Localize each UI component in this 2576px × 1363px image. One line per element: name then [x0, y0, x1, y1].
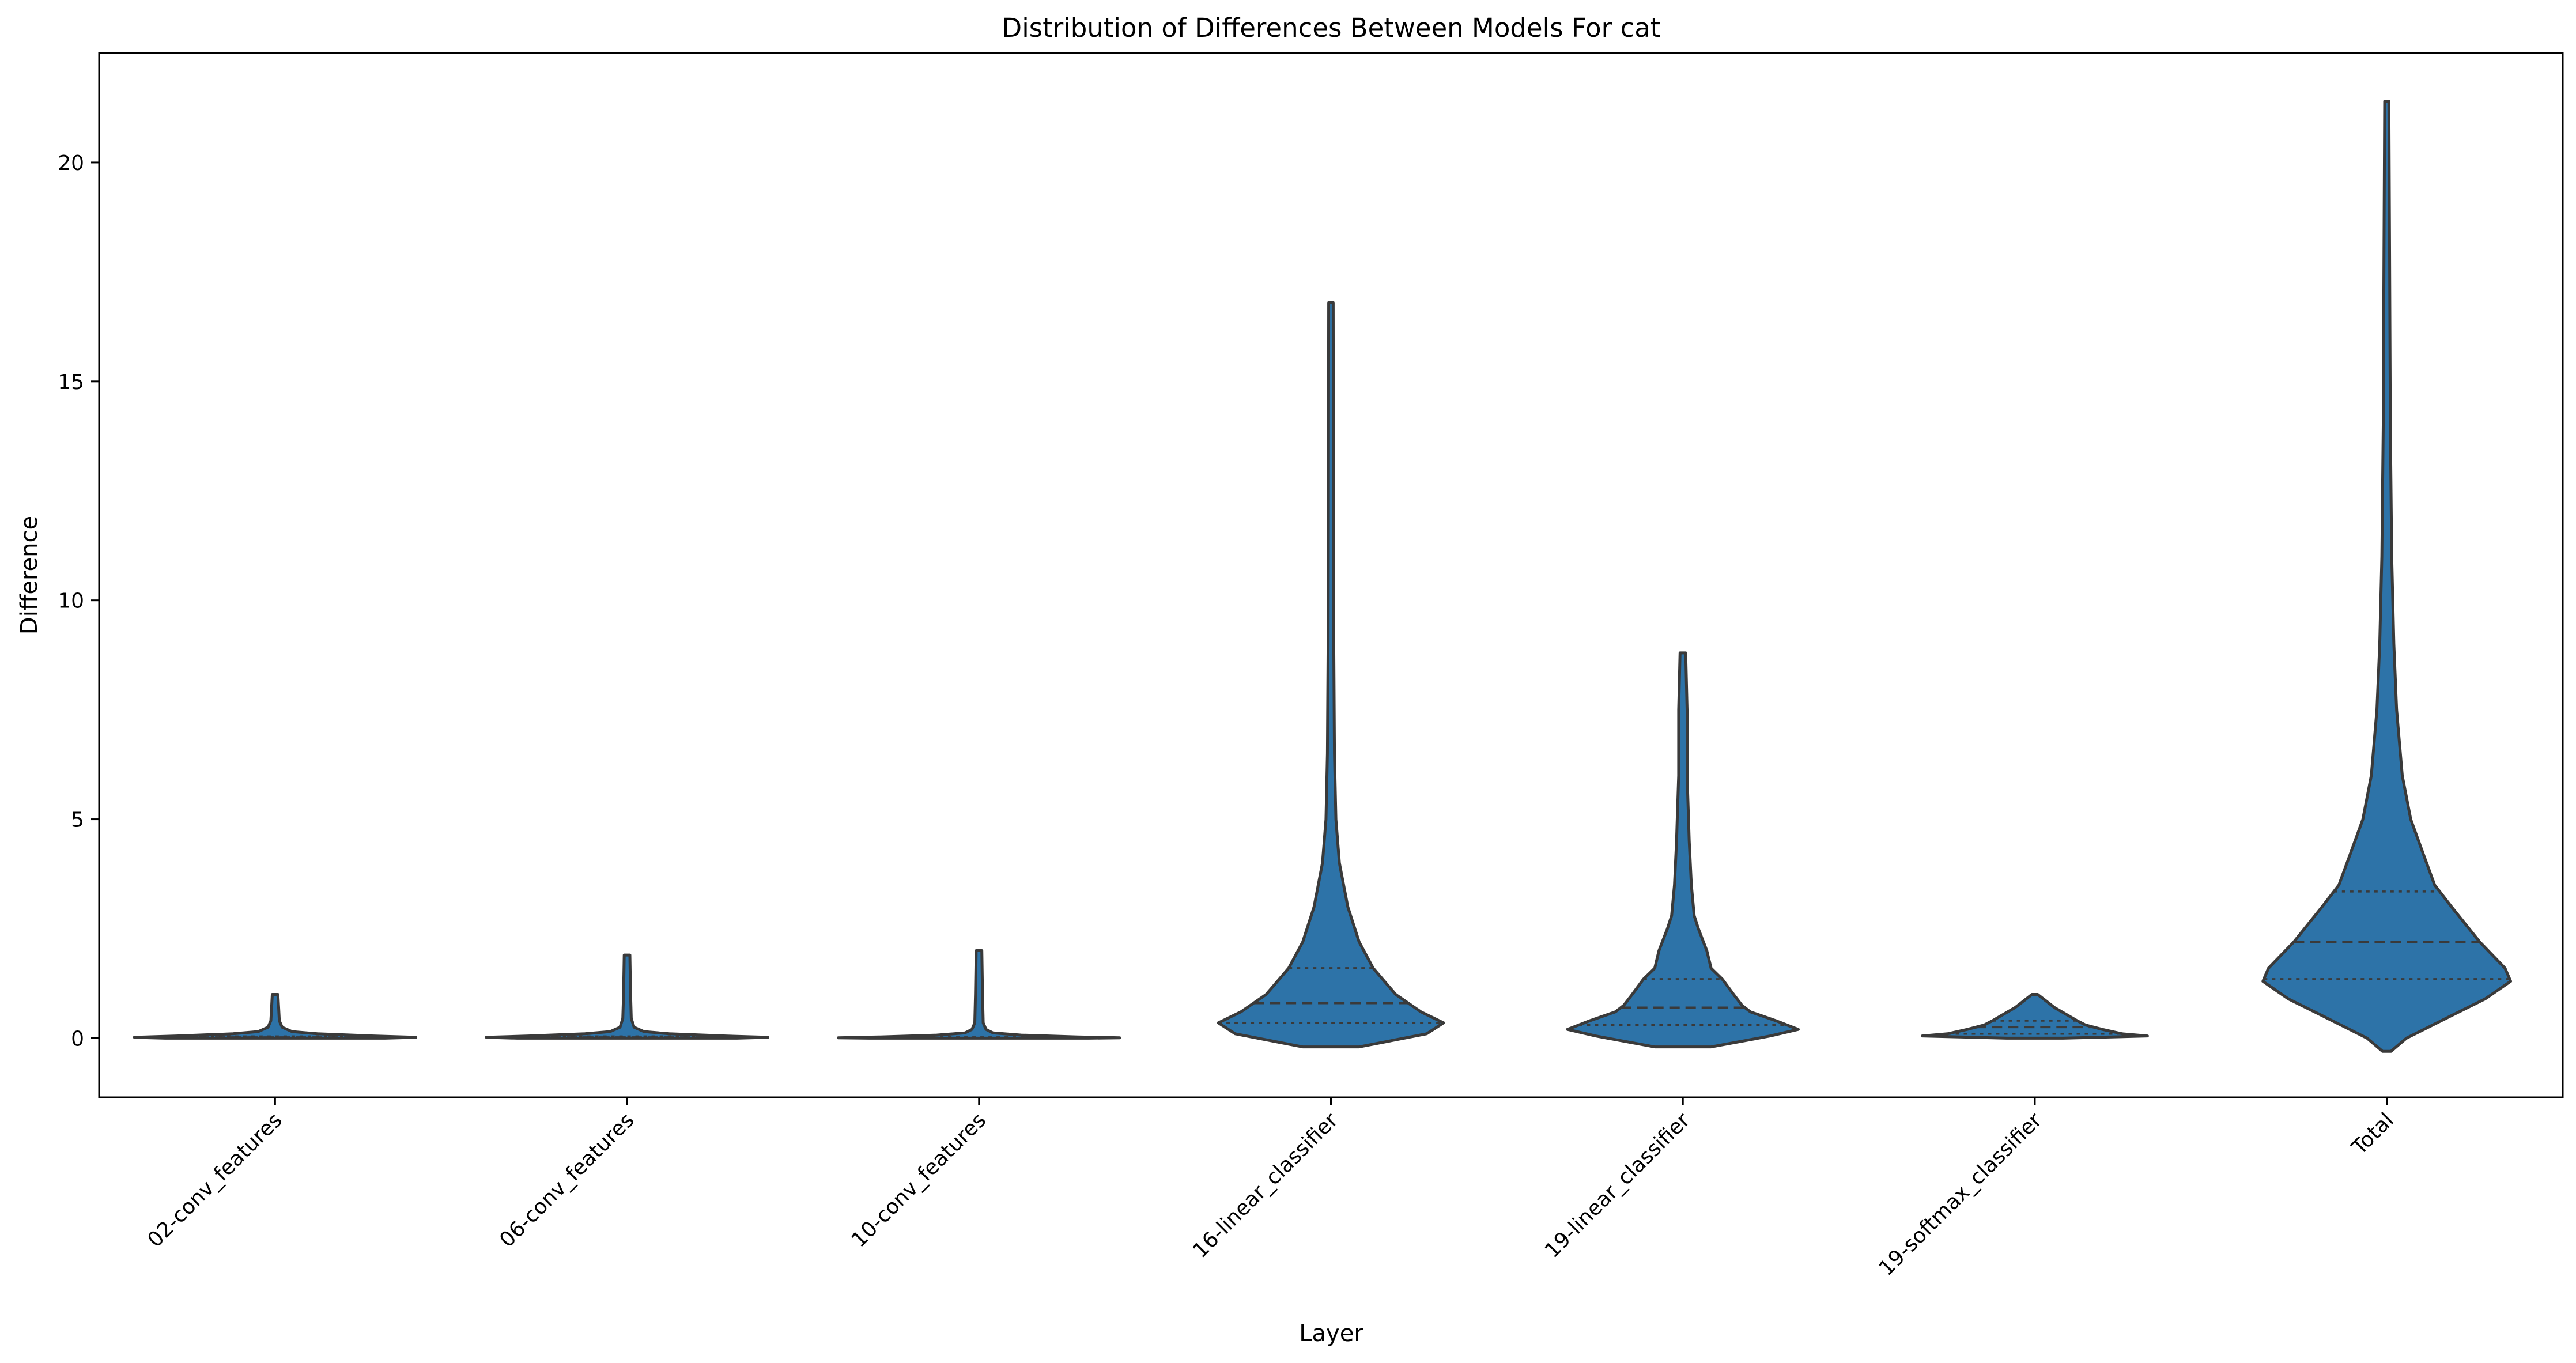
violin-body — [1217, 301, 1445, 1049]
y-tick-label: 10 — [58, 590, 84, 613]
violin-Total — [2261, 100, 2513, 1053]
x-axis: 02-conv_features 06-conv_features 10-conv_… — [143, 1097, 2399, 1281]
x-tick-label: 02-conv_features — [143, 1108, 287, 1252]
chart-title: Distribution of Differences Between Mode… — [1002, 13, 1661, 43]
violin-19-softmax_classifier — [1921, 993, 2149, 1040]
violin-body — [2261, 100, 2513, 1053]
violin-10-conv_features — [837, 949, 1121, 1040]
violin-16-linear_classifier — [1217, 301, 1445, 1049]
y-tick-label: 15 — [58, 371, 84, 394]
y-tick-label: 5 — [71, 809, 84, 832]
x-tick-label: 19-softmax_classifier — [1875, 1108, 2047, 1281]
violin-body — [1566, 651, 1800, 1049]
violin-body — [1921, 993, 2149, 1040]
violin-06-conv_features — [485, 953, 769, 1040]
y-tick-label: 0 — [71, 1027, 84, 1051]
violin-body — [837, 949, 1121, 1040]
violin-body — [133, 993, 418, 1040]
y-tick-label: 20 — [58, 152, 84, 175]
x-tick-label: 10-conv_features — [847, 1108, 991, 1252]
x-tick-label: 16-linear_classifier — [1188, 1108, 1343, 1263]
violin-body — [485, 953, 769, 1040]
x-tick-label: Total — [2347, 1108, 2399, 1160]
x-tick-label: 06-conv_features — [495, 1108, 639, 1252]
violin-19-linear_classifier — [1566, 651, 1800, 1049]
x-axis-label: Layer — [1299, 1320, 1363, 1347]
plot-frame — [98, 52, 2564, 1098]
y-axis: 0 5 10 15 20 — [58, 152, 99, 1051]
y-axis-label: Difference — [16, 516, 43, 635]
violin-group — [133, 100, 2513, 1053]
x-tick-label: 19-linear_classifier — [1540, 1108, 1695, 1263]
violin-02-conv_features — [133, 993, 418, 1040]
